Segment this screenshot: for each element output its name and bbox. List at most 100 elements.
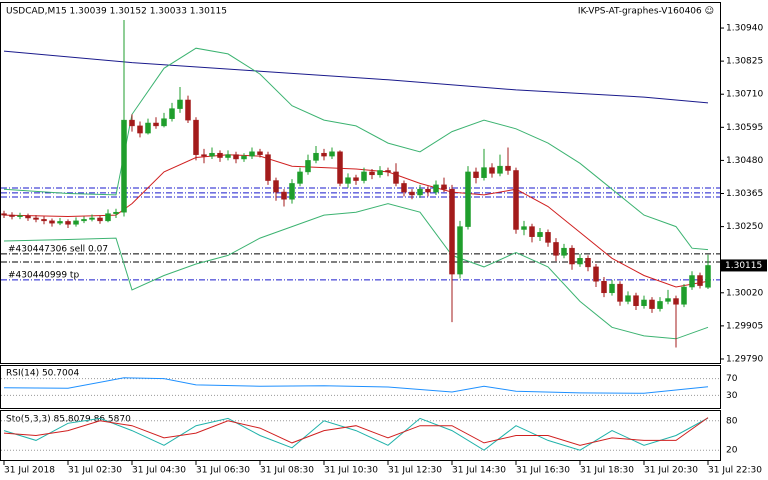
- candle-body: [145, 122, 151, 134]
- candle-body: [297, 171, 303, 184]
- y-tick-label: 1.30940: [726, 24, 763, 34]
- rsi-line: [3, 377, 709, 394]
- x-tick-label: 31 Jul 2018: [4, 466, 55, 476]
- candle-body: [281, 191, 287, 200]
- candle-body: [545, 232, 551, 243]
- sto-label: Sto(5,3,3) 85.8079 86.5870: [6, 415, 131, 425]
- candle-body: [201, 154, 207, 157]
- candle-body: [489, 167, 495, 174]
- candle-body: [265, 154, 271, 181]
- candle-body: [169, 108, 175, 119]
- candle-body: [633, 295, 639, 306]
- candle-body: [233, 154, 239, 160]
- overlay-line: [3, 50, 709, 104]
- x-tick-label: 31 Jul 20:30: [644, 466, 698, 476]
- candle-body: [689, 275, 695, 288]
- candle-body: [1, 213, 7, 216]
- x-tick-label: 31 Jul 06:30: [196, 466, 250, 476]
- candle-body: [401, 183, 407, 193]
- candle-body: [337, 151, 343, 184]
- candle-body: [505, 165, 511, 171]
- candle-body: [417, 188, 423, 196]
- candle-body: [649, 299, 655, 309]
- candle-body: [657, 301, 663, 309]
- candle-body: [249, 151, 255, 157]
- candle-body: [393, 171, 399, 184]
- sto-tick-label: 80: [726, 416, 738, 426]
- candle-body: [113, 211, 119, 214]
- y-tick-label: 1.30825: [726, 57, 763, 67]
- sto-panel-frame: [0, 410, 721, 461]
- candle-body: [697, 275, 703, 286]
- candle-body: [313, 152, 319, 161]
- candle-body: [481, 167, 487, 178]
- candle-body: [361, 171, 367, 181]
- candle-body: [577, 258, 583, 265]
- candle-body: [73, 220, 79, 225]
- candle-body: [217, 152, 223, 158]
- candle-body: [529, 226, 535, 237]
- candle-body: [137, 125, 143, 134]
- chart-subtitle: IK-VPS-AT-graphes-V160406 ☺: [578, 6, 714, 17]
- candle-body: [665, 298, 671, 302]
- candle-body: [25, 215, 31, 219]
- candle-body: [377, 170, 383, 176]
- y-tick-label: 1.30020: [726, 288, 763, 298]
- candle-body: [353, 177, 359, 181]
- last-price-label: 1.30115: [725, 261, 762, 271]
- candle-body: [321, 152, 327, 157]
- sto-line: [3, 417, 709, 451]
- candle-body: [537, 232, 543, 237]
- sto-tick-label: 20: [726, 446, 738, 456]
- candle-body: [673, 298, 679, 305]
- candle-body: [289, 183, 295, 200]
- rsi-panel-frame: [0, 365, 721, 409]
- candle-body: [625, 295, 631, 302]
- candle-body: [41, 219, 47, 222]
- x-tick-label: 31 Jul 04:30: [132, 466, 186, 476]
- candle-body: [17, 215, 23, 217]
- candle-body: [185, 99, 191, 121]
- candle-body: [129, 119, 135, 127]
- candle-body: [561, 247, 567, 256]
- candle-body: [257, 151, 263, 155]
- x-tick-label: 31 Jul 02:30: [68, 466, 122, 476]
- overlay-line: [3, 47, 709, 251]
- candle-body: [193, 119, 199, 155]
- y-tick-label: 1.30710: [726, 90, 763, 100]
- x-tick-label: 31 Jul 22:30: [708, 466, 762, 476]
- sto-line: [3, 417, 709, 446]
- candle-body: [425, 188, 431, 193]
- candle-body: [369, 171, 375, 176]
- last-price-box: [721, 259, 767, 272]
- candle-body: [81, 219, 87, 222]
- candle-body: [473, 171, 479, 178]
- candle-body: [449, 188, 455, 275]
- candle-body: [105, 213, 111, 222]
- candle-body: [705, 265, 711, 288]
- candle-body: [641, 299, 647, 306]
- candle-body: [57, 221, 63, 224]
- candle-body: [409, 191, 415, 196]
- x-tick-label: 31 Jul 14:30: [452, 466, 506, 476]
- candle-body: [329, 151, 335, 157]
- candle-body: [209, 152, 215, 157]
- y-tick-label: 1.29790: [726, 354, 763, 364]
- chart-title: USDCAD,M15 1.30039 1.30152 1.30033 1.301…: [6, 7, 227, 17]
- candle-body: [65, 221, 71, 225]
- candle-body: [601, 281, 607, 294]
- candle-body: [569, 247, 575, 265]
- candle-body: [89, 217, 95, 220]
- y-tick-label: 1.30480: [726, 156, 763, 166]
- candle-body: [585, 258, 591, 268]
- rsi-tick-label: 30: [726, 391, 738, 401]
- candle-body: [225, 154, 231, 158]
- candle-body: [177, 99, 183, 109]
- y-tick-label: 1.29905: [726, 321, 763, 331]
- candle-body: [49, 220, 55, 224]
- candle-body: [121, 119, 127, 213]
- candle-body: [609, 283, 615, 294]
- candle-body: [33, 217, 39, 220]
